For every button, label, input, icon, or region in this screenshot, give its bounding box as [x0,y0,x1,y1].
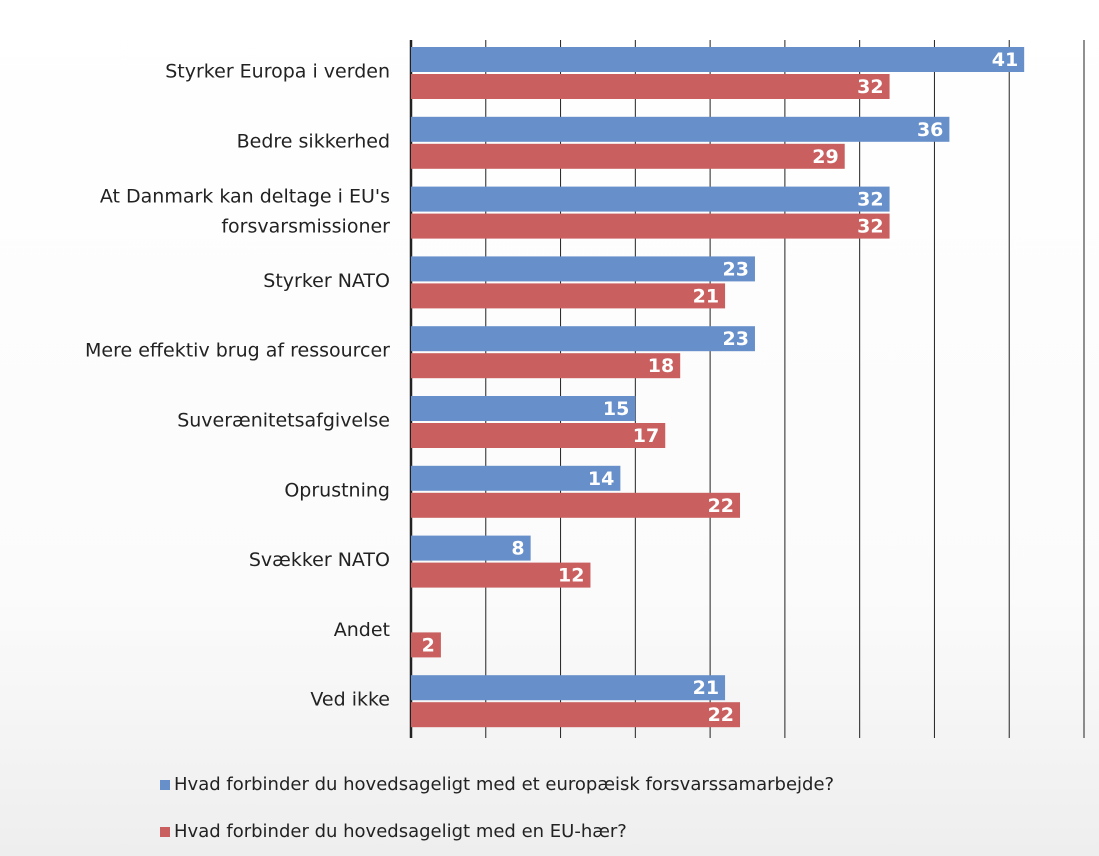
data-label: 22 [708,495,734,517]
y-tick-label: Mere effektiv brug af ressourcer [85,340,390,362]
data-label: 21 [693,285,719,307]
data-label: 2 [422,634,435,656]
bar [411,675,726,701]
bar [411,143,845,169]
data-label: 21 [693,677,719,699]
y-tick-label: Bedre sikkerhed [237,130,390,152]
bar [411,562,591,588]
bar [411,535,531,561]
data-label: 15 [603,398,629,420]
y-tick-label: At Danmark kan deltage i EU's forsvarsmis… [100,185,390,237]
y-tick-label: Styrker Europa i verden [165,61,390,83]
y-tick-label: Oprustning [284,479,390,501]
bar [411,47,1025,72]
data-label: 32 [857,216,883,238]
bar [411,116,950,142]
y-tick-label: Andet [334,619,390,641]
data-label: 32 [857,76,883,98]
y-tick-label: Ved ikke [310,689,390,711]
data-label: 8 [511,538,524,560]
bar [411,423,666,448]
data-label: 23 [723,328,749,350]
data-label: 32 [857,189,883,211]
data-label: 23 [723,258,749,280]
bar [411,326,755,352]
bar [411,492,741,518]
data-label: 18 [648,355,674,377]
bar [411,256,755,282]
y-tick-label: Styrker NATO [263,270,390,292]
legend-swatch [160,827,170,837]
y-tick-label: Svækker NATO [249,549,390,571]
data-label: 29 [812,146,838,168]
bar [411,186,890,212]
bar [411,465,621,491]
bar [411,353,681,379]
legend-label: Hvad forbinder du hovedsageligt med et e… [174,774,834,795]
bar [411,702,741,728]
bar [411,213,890,239]
data-label: 22 [708,704,734,726]
data-label: 17 [633,425,659,447]
bar [411,632,441,658]
bar [411,283,726,309]
data-label: 14 [588,468,614,490]
legend-label: Hvad forbinder du hovedsageligt med en E… [174,821,627,842]
legend-swatch [160,780,170,790]
bar [411,396,636,421]
y-tick-label: Suverænitetsafgivelse [177,410,390,432]
data-label: 36 [917,119,943,141]
data-label: 12 [558,565,584,587]
data-label: 41 [992,49,1018,71]
bar [411,74,890,99]
